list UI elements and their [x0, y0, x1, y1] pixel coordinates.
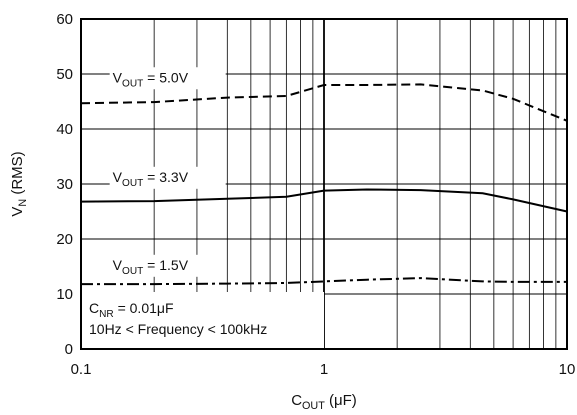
y-tick-label: 0 [65, 341, 73, 358]
series-label-background [109, 254, 226, 277]
annotation-text: 10Hz < Frequency < 100kHz [89, 321, 267, 337]
y-tick-label: 20 [56, 231, 73, 248]
annotation-text: CNR = 0.01μF [89, 300, 174, 320]
series-label: VOUT = 1.5V [113, 257, 189, 277]
plot-border [80, 18, 568, 350]
y-axis-title: VN (RMS) [9, 151, 29, 216]
series-label-background [109, 67, 226, 90]
series-line [81, 277, 567, 286]
tick-labels: 0 10 20 30 40 50 60 0.1 1 10 [56, 11, 575, 378]
y-tick-label: 10 [56, 286, 73, 303]
series-lines [80, 83, 568, 286]
series-label: VOUT = 3.3V [113, 169, 189, 189]
x-tick-label: 0.1 [71, 361, 92, 378]
series-labels: VOUT = 5.0V VOUT = 3.3V VOUT = 1.5V [109, 67, 226, 277]
series-line [80, 83, 568, 122]
x-tick-label: 10 [559, 361, 576, 378]
plot-frame [80, 18, 568, 350]
y-tick-label: 40 [56, 121, 73, 138]
series-label-background [109, 166, 226, 189]
x-axis-title: COUT (μF) [291, 392, 357, 412]
series-label: VOUT = 5.0V [113, 69, 189, 89]
axis-titles: COUT (μF) VN (RMS) [9, 151, 357, 412]
x-tick-label: 1 [320, 361, 328, 378]
annotation-background [82, 292, 324, 348]
series-line [80, 188, 568, 213]
y-tick-label: 60 [56, 11, 73, 28]
y-tick-label: 30 [56, 176, 73, 193]
y-tick-label: 50 [56, 66, 73, 83]
